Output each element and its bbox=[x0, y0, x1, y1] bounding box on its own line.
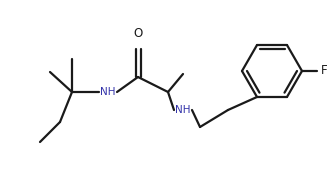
Text: NH: NH bbox=[100, 87, 116, 97]
Text: NH: NH bbox=[175, 105, 191, 115]
Text: O: O bbox=[133, 27, 143, 40]
Text: F: F bbox=[321, 65, 328, 77]
